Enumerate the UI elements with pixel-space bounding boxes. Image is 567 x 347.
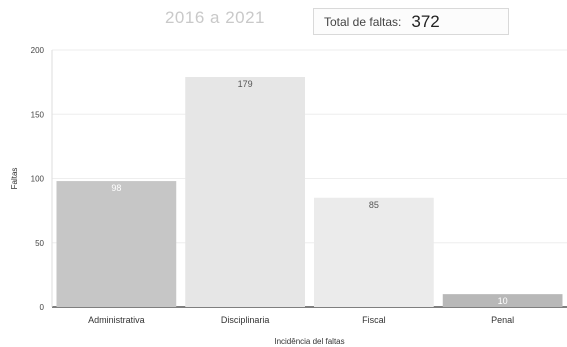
data-label: 10: [498, 296, 508, 306]
total-faltas-value: 372: [411, 11, 440, 31]
chart-header: 2016 a 2021 Total de faltas: 372: [0, 0, 567, 44]
bar-disciplinaria: [185, 76, 305, 307]
bar-penal: [442, 294, 563, 307]
y-tick-label: 0: [40, 303, 45, 312]
category-label: Penal: [491, 315, 514, 325]
category-label: Disciplinaria: [221, 315, 270, 325]
data-label: 98: [111, 183, 121, 193]
bar-fiscal: [314, 197, 434, 307]
y-tick-label: 50: [35, 239, 44, 248]
period-label: 2016 a 2021: [164, 8, 266, 27]
category-label: Fiscal: [362, 315, 386, 325]
data-label: 179: [238, 79, 253, 89]
data-label: 85: [369, 200, 379, 210]
y-tick-label: 200: [31, 46, 45, 55]
x-axis-title: Incidência del faltas: [274, 337, 344, 346]
bar-administrativa: [56, 181, 177, 307]
category-label: Administrativa: [88, 315, 145, 325]
total-faltas-box: Total de faltas: 372: [313, 8, 509, 35]
total-faltas-label: Total de faltas:: [324, 14, 402, 29]
y-tick-label: 100: [31, 175, 45, 184]
y-tick-label: 150: [31, 110, 45, 119]
y-axis-title: Faltas: [10, 168, 19, 190]
